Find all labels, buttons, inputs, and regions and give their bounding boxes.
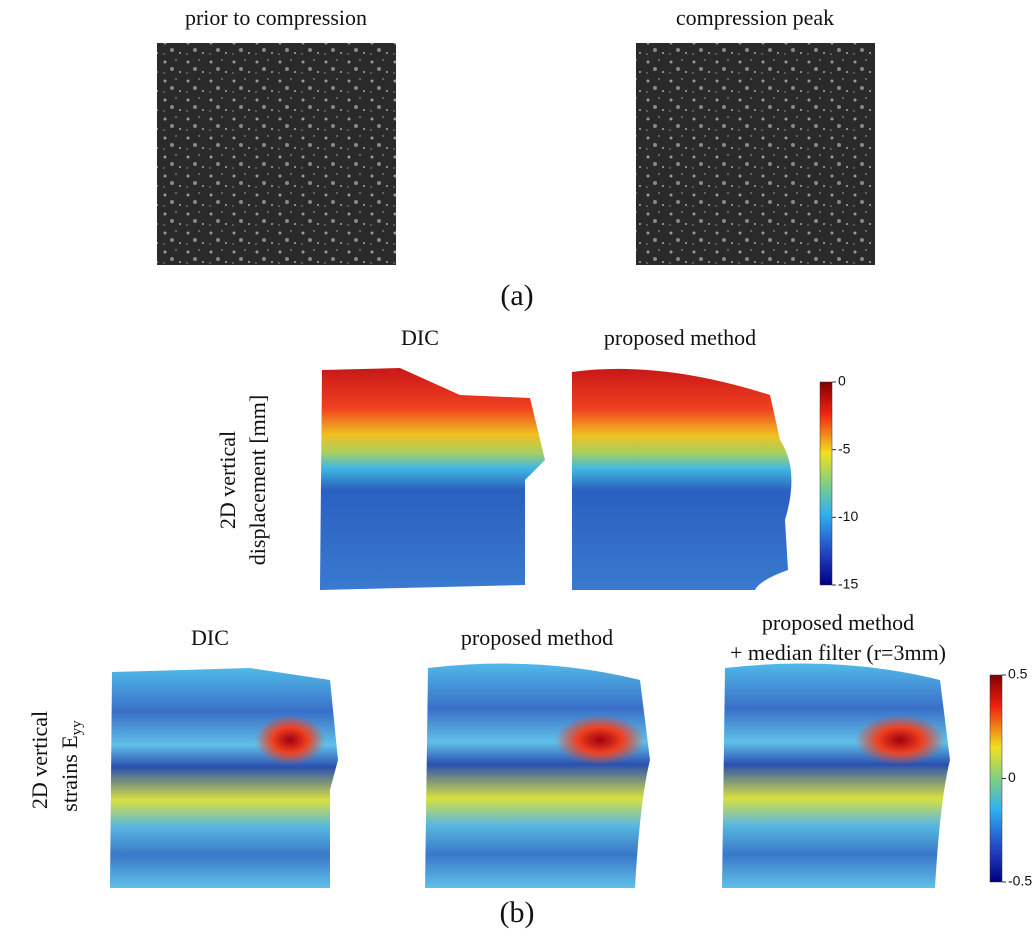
photo-title: compression peak	[676, 5, 834, 30]
axis-label-line: displacement [mm]	[245, 395, 270, 565]
photo	[636, 43, 875, 265]
map-title: proposed method	[461, 625, 613, 650]
map-title: DIC	[401, 325, 439, 350]
strain-hotspot	[555, 715, 645, 765]
axis-label-line: strains Eyy	[57, 720, 85, 812]
strain-map	[722, 663, 950, 888]
colorbar-tick-label: 0	[838, 373, 846, 389]
map-title: + median filter (r=3mm)	[730, 640, 946, 665]
panel-label: (b)	[500, 896, 535, 929]
strain-hotspot	[855, 715, 945, 765]
axis-label-line: 2D vertical	[215, 431, 240, 529]
axis-label-subscript: yy	[69, 720, 85, 736]
colorbar	[989, 674, 1003, 883]
colorbar-tick-label: -5	[838, 440, 851, 456]
photo-title: prior to compression	[185, 5, 367, 30]
strain-hotspot	[255, 715, 325, 765]
colorbar-tick-label: 0	[1008, 769, 1016, 785]
colorbar	[819, 381, 833, 586]
strain-map	[425, 663, 650, 888]
map-title: DIC	[191, 625, 229, 650]
colorbar-tick-label: 0.5	[1008, 666, 1028, 682]
colorbar-tick-label: -10	[838, 508, 858, 524]
colorbar-tick-label: -15	[838, 576, 858, 592]
axis-label: 2D vertical displacement [mm]	[215, 395, 270, 565]
colorbar-tick-label: -0.5	[1008, 873, 1032, 889]
colorbar-ticks: 0.5 0 -0.5	[1002, 666, 1032, 889]
photo	[157, 43, 396, 265]
panel-label: (a)	[500, 279, 533, 312]
axis-label-text: strains E	[57, 735, 82, 811]
axis-label-line: 2D vertical	[27, 711, 52, 809]
displacement-map	[572, 368, 792, 590]
map-title: proposed method	[762, 610, 914, 635]
colorbar-ticks: 0 -5 -10 -15	[832, 373, 858, 592]
map-title: proposed method	[604, 325, 756, 350]
displacement-map	[320, 368, 545, 590]
strain-map	[110, 668, 338, 888]
axis-label: 2D vertical strains Eyy	[27, 711, 85, 812]
